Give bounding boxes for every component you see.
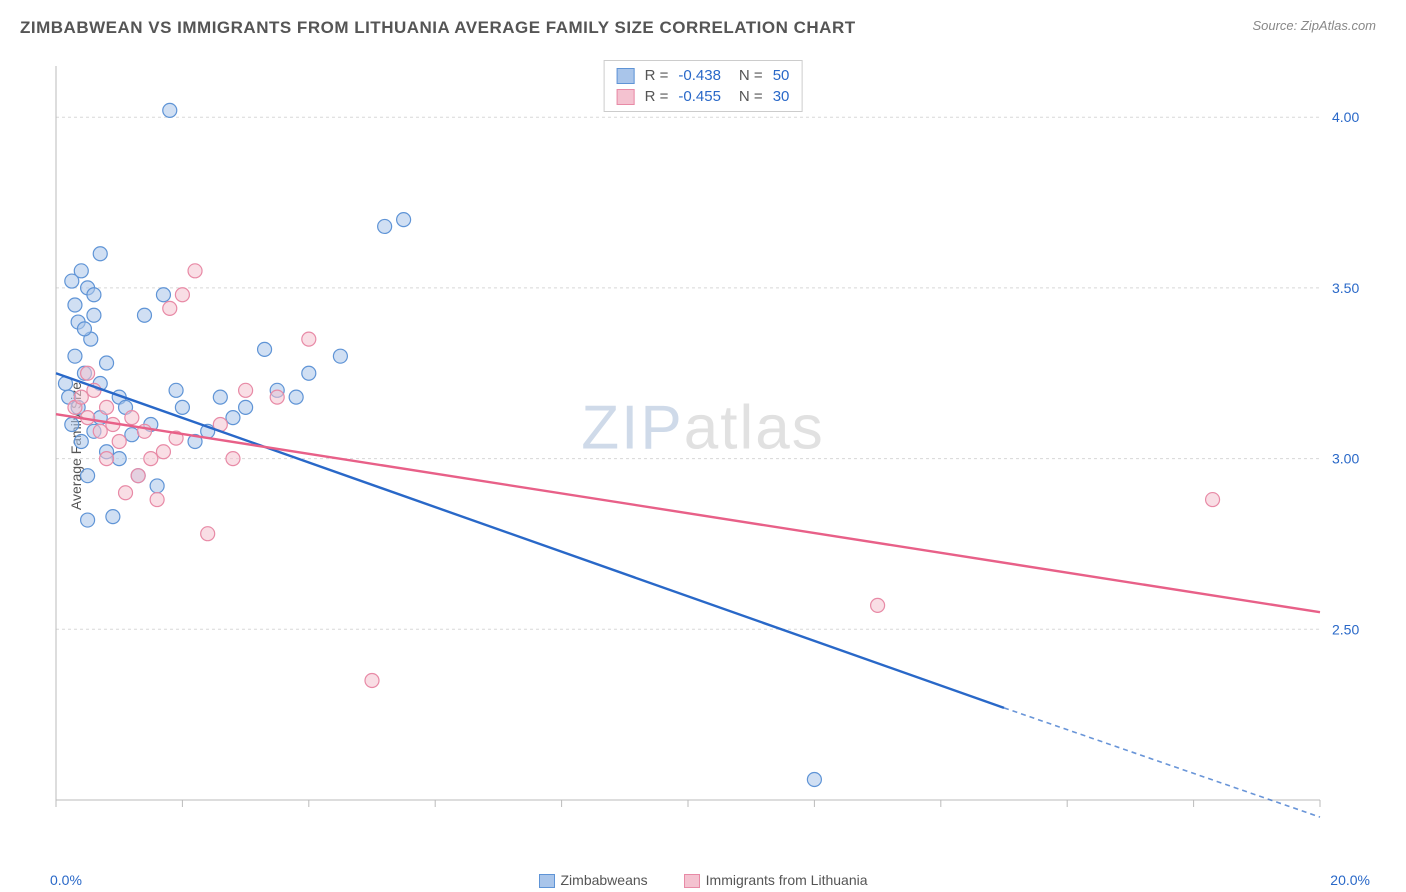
chart-svg: 2.50 3.00 3.50 4.00 — [50, 60, 1370, 830]
correlation-box: R = -0.438 N = 50 R = -0.455 N = 30 — [604, 60, 803, 112]
legend-label: Immigrants from Lithuania — [706, 872, 868, 888]
correlation-row: R = -0.455 N = 30 — [617, 86, 790, 107]
n-label: N = — [739, 67, 763, 84]
r-label: R = — [645, 67, 669, 84]
correlation-row: R = -0.438 N = 50 — [617, 65, 790, 86]
legend-item: Immigrants from Lithuania — [684, 872, 868, 888]
n-value: 50 — [773, 67, 790, 84]
r-value: -0.455 — [678, 88, 721, 105]
legend-swatch — [539, 874, 555, 888]
legend-swatch — [684, 874, 700, 888]
legend-label: Zimbabweans — [561, 872, 648, 888]
n-value: 30 — [773, 88, 790, 105]
series-swatch — [617, 89, 635, 105]
r-label: R = — [645, 88, 669, 105]
svg-text:4.00: 4.00 — [1332, 109, 1359, 125]
r-value: -0.438 — [678, 67, 721, 84]
chart-title: ZIMBABWEAN VS IMMIGRANTS FROM LITHUANIA … — [20, 18, 856, 37]
svg-text:2.50: 2.50 — [1332, 621, 1359, 637]
legend-item: Zimbabweans — [539, 872, 648, 888]
series-swatch — [617, 68, 635, 84]
plot-area: 2.50 3.00 3.50 4.00 — [50, 60, 1370, 830]
chart-header: ZIMBABWEAN VS IMMIGRANTS FROM LITHUANIA … — [20, 18, 1386, 48]
source-label: Source: ZipAtlas.com — [1252, 18, 1376, 33]
bottom-legend: Zimbabweans Immigrants from Lithuania — [0, 872, 1406, 888]
svg-text:3.00: 3.00 — [1332, 451, 1359, 467]
svg-text:3.50: 3.50 — [1332, 280, 1359, 296]
n-label: N = — [739, 88, 763, 105]
